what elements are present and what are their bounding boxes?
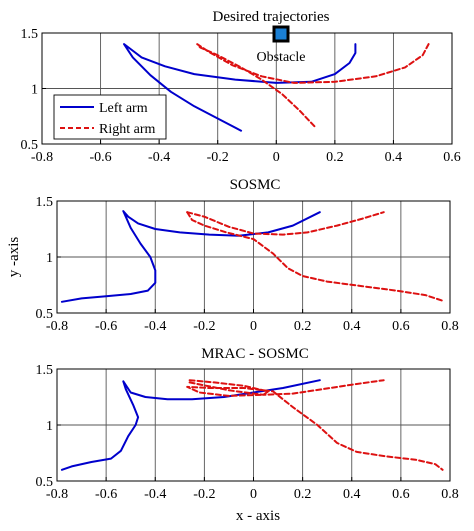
y-tick-label: 0.5 [36, 475, 54, 490]
panel-title: SOSMC [230, 177, 281, 193]
legend-label-right-arm: Right arm [99, 122, 155, 137]
y-tick-label: 1.5 [21, 27, 39, 42]
series-line-left-arm [60, 210, 321, 303]
series-line-left-arm [60, 379, 321, 471]
legend-label-left-arm: Left arm [99, 101, 148, 116]
x-tick-label: -0.4 [144, 487, 166, 502]
obstacle-label: Obstacle [257, 50, 306, 65]
y-tick-label: 1.5 [36, 195, 54, 210]
obstacle-marker [272, 25, 290, 43]
series-line-left-arm [123, 43, 357, 132]
series-line-right-arm-return [188, 379, 385, 396]
legend: Left arm Right arm [53, 94, 167, 140]
x-tick-label: 0.2 [294, 319, 312, 334]
x-tick-label: 0 [250, 319, 257, 334]
y-tick-label: 1.5 [36, 363, 54, 378]
y-axis-label: y -axis [6, 237, 22, 278]
x-tick-label: -0.4 [144, 319, 166, 334]
panel-desired-trajectories: Desired trajectories -0.8 -0.6 -0.4 -0.2 0 0.… [21, 9, 461, 165]
x-tick-label: 0.4 [343, 319, 361, 334]
x-tick-label: 0.4 [343, 487, 361, 502]
x-tick-label: 0.2 [294, 487, 312, 502]
x-tick-label: 0.6 [392, 487, 410, 502]
y-tick-label: 1 [46, 251, 53, 266]
x-tick-label: -0.6 [95, 319, 117, 334]
panel-mrac-sosmc: MRAC - SOSMC -0.8 -0.6 -0.4 -0.2 0 0.2 0.4 0.6 0… [36, 346, 459, 524]
x-tick-label: 0 [273, 150, 280, 165]
y-tick-label: 1 [46, 419, 53, 434]
series-line-right-arm [186, 379, 444, 471]
series-line-right-arm [196, 43, 430, 128]
x-tick-label: -0.2 [193, 319, 215, 334]
x-tick-label: -0.4 [148, 150, 170, 165]
y-tick-label: 0.5 [21, 138, 39, 153]
y-tick-label: 0.5 [36, 307, 54, 322]
x-tick-label: -0.2 [207, 150, 229, 165]
x-tick-label: -0.8 [31, 150, 53, 165]
x-tick-label: -0.6 [95, 487, 117, 502]
panel-sosmc: SOSMC -0.8 -0.6 -0.4 -0.2 0 0.2 0.4 0.6 0.8 0.5 1 1… [6, 177, 459, 334]
x-axis-label: x - axis [236, 508, 280, 524]
x-tick-label: -0.2 [193, 487, 215, 502]
x-tick-label: 0.8 [441, 319, 459, 334]
x-tick-label: 0 [250, 487, 257, 502]
panel-title: MRAC - SOSMC [201, 346, 309, 362]
x-tick-label: 0.2 [326, 150, 344, 165]
y-tick-label: 1 [31, 83, 38, 98]
x-tick-label: 0.6 [392, 319, 410, 334]
series-line-right-arm-return [186, 211, 385, 236]
x-tick-label: 0.6 [443, 150, 461, 165]
x-tick-label: 0.4 [385, 150, 403, 165]
x-tick-label: -0.8 [46, 319, 68, 334]
panel-title: Desired trajectories [212, 9, 329, 25]
x-tick-label: -0.6 [89, 150, 111, 165]
x-tick-label: -0.8 [46, 487, 68, 502]
x-tick-label: 0.8 [441, 487, 459, 502]
